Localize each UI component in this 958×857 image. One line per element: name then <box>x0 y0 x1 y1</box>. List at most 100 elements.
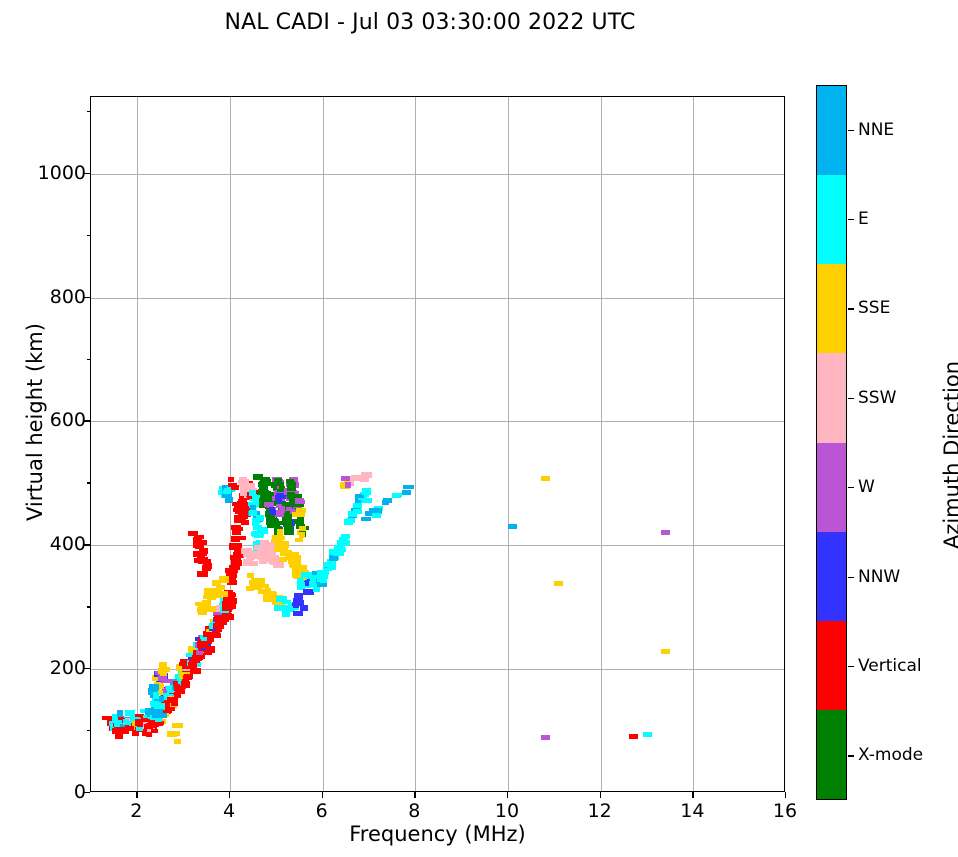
y-tick-label: 400 <box>49 533 86 556</box>
echo-point <box>206 594 216 600</box>
echo-point <box>333 551 345 557</box>
y-tick-minor <box>86 606 90 608</box>
echo-point <box>151 675 162 682</box>
echo-point <box>206 590 214 596</box>
echo-point <box>112 727 121 734</box>
echo-point <box>283 501 292 508</box>
echo-point <box>147 719 159 727</box>
echo-point <box>231 524 242 530</box>
echo-point <box>642 732 652 738</box>
echo-point <box>230 598 238 605</box>
echo-point <box>216 615 225 621</box>
echo-point <box>285 506 292 512</box>
echo-point <box>265 542 273 548</box>
echo-point <box>297 577 304 585</box>
echo-point <box>227 476 234 482</box>
y-tick-mark <box>84 296 90 298</box>
echo-point <box>130 723 138 731</box>
echo-point <box>222 606 232 612</box>
colorbar-segment-nne <box>817 86 846 176</box>
echo-point <box>293 611 303 617</box>
echo-point <box>661 649 671 655</box>
x-tick-mark <box>229 792 231 798</box>
y-axis-label: Virtual height (km) <box>23 323 47 521</box>
echo-point <box>155 717 163 723</box>
echo-point <box>298 532 305 539</box>
x-tick-label: 4 <box>222 800 236 822</box>
echo-point <box>234 515 242 522</box>
echo-point <box>200 638 208 645</box>
echo-point <box>206 646 216 654</box>
echo-point <box>222 613 233 619</box>
page-title: NAL CADI - Jul 03 03:30:00 2022 UTC <box>224 10 636 35</box>
echo-point <box>284 488 293 496</box>
echo-point <box>120 723 130 729</box>
x-tick-mark <box>136 792 138 798</box>
echo-point <box>253 474 264 481</box>
echo-point <box>371 508 383 515</box>
echo-point <box>253 494 261 502</box>
echo-point <box>334 545 344 551</box>
echo-point <box>286 480 295 487</box>
echo-point <box>294 494 302 500</box>
echo-point <box>212 580 222 587</box>
colorbar-label-ssw: SSW <box>858 387 897 408</box>
echo-point <box>628 733 638 739</box>
echo-point <box>276 556 287 562</box>
echo-point <box>257 588 267 594</box>
echo-point <box>289 497 297 505</box>
colorbar-tick <box>848 576 854 578</box>
echo-point <box>371 512 381 518</box>
echo-point <box>216 584 226 590</box>
echo-point <box>173 680 181 686</box>
echo-point <box>163 687 171 693</box>
echo-point <box>295 537 304 542</box>
echo-point <box>217 591 228 598</box>
echo-point <box>288 551 299 557</box>
echo-point <box>253 584 263 590</box>
echo-point <box>166 731 177 738</box>
echo-point <box>226 572 237 580</box>
echo-point <box>234 555 241 561</box>
y-tick-mark <box>84 668 90 670</box>
echo-point <box>554 581 564 587</box>
echo-point <box>203 594 212 599</box>
colorbar-label-w: W <box>858 477 875 498</box>
echo-point <box>265 588 271 596</box>
echo-point <box>152 692 159 700</box>
echo-point <box>182 663 192 670</box>
echo-point <box>234 547 242 553</box>
echo-point <box>117 715 124 720</box>
echo-point <box>195 602 205 607</box>
echo-point <box>126 726 136 731</box>
echo-point <box>205 629 216 636</box>
echo-point <box>159 712 167 718</box>
echo-point <box>257 548 265 554</box>
colorbar-segment-vertical <box>817 620 846 710</box>
echo-point <box>164 701 173 708</box>
echo-point <box>275 595 284 602</box>
echo-point <box>175 687 186 694</box>
x-tick-mark <box>785 792 787 798</box>
echo-point <box>348 511 358 518</box>
echo-point <box>230 535 240 542</box>
echo-point <box>134 713 144 718</box>
echo-point <box>230 601 237 609</box>
echo-point <box>203 559 211 566</box>
x-tick-mark <box>692 792 694 798</box>
x-tick-label: 2 <box>130 800 143 822</box>
colorbar-tick <box>848 665 854 668</box>
echo-point <box>292 502 304 508</box>
echo-point <box>238 476 247 484</box>
y-tick-minor <box>86 482 90 484</box>
echo-point <box>245 585 254 591</box>
echo-point <box>320 571 329 579</box>
echo-point <box>278 521 287 526</box>
echo-point <box>281 607 288 613</box>
echo-point <box>299 512 306 517</box>
echo-point <box>661 530 671 536</box>
echo-point <box>276 510 288 518</box>
echo-point <box>146 726 155 732</box>
echo-point <box>275 542 282 550</box>
